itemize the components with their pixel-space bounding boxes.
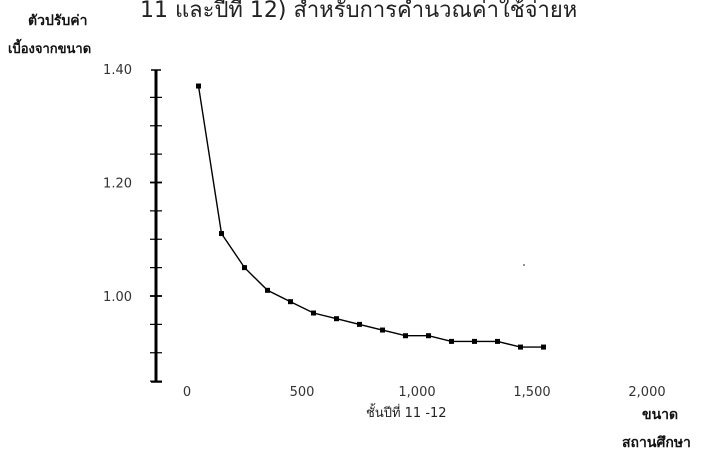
data-point bbox=[403, 333, 408, 339]
data-point bbox=[449, 338, 454, 344]
data-point bbox=[541, 344, 546, 350]
x-axis-label-line1: ขนาด bbox=[642, 407, 679, 423]
data-point bbox=[472, 338, 477, 344]
series-line bbox=[197, 85, 544, 348]
x-tick-label: 1,500 bbox=[513, 385, 550, 400]
y-tick-label: 1.20 bbox=[103, 177, 132, 192]
y-tick-label: 1.00 bbox=[103, 290, 132, 305]
data-point bbox=[242, 265, 247, 271]
data-point bbox=[357, 321, 362, 327]
data-point bbox=[495, 338, 500, 344]
x-tick-label: 2,000 bbox=[628, 385, 665, 400]
x-tick-label: 1,000 bbox=[398, 385, 435, 400]
data-point bbox=[196, 83, 201, 89]
data-point bbox=[426, 333, 431, 339]
y-tick-label: 1.40 bbox=[103, 63, 132, 78]
y-axis-label-line2: เบี้องจากขนาด bbox=[8, 42, 92, 57]
data-point bbox=[334, 316, 339, 322]
data-point bbox=[380, 327, 385, 333]
data-point bbox=[265, 287, 270, 293]
data-point bbox=[518, 344, 523, 350]
x-tick-label: 0 bbox=[183, 385, 191, 400]
data-point bbox=[311, 310, 316, 316]
y-axis-label-line1: ตัวปรับค่า bbox=[28, 13, 88, 29]
stray-dot bbox=[523, 264, 525, 266]
x-tick-label: 500 bbox=[290, 385, 315, 400]
x-axis-label-line2: สถานศึกษา bbox=[622, 435, 691, 451]
header-text: 11 และปีที่ 12) สำหรับการคำนวณค่าใช้จ่าย… bbox=[140, 0, 578, 23]
data-point bbox=[219, 231, 224, 237]
data-point bbox=[288, 299, 293, 305]
x-axis-sublabel: ชั้นปีที่ 11 -12 bbox=[366, 406, 447, 421]
